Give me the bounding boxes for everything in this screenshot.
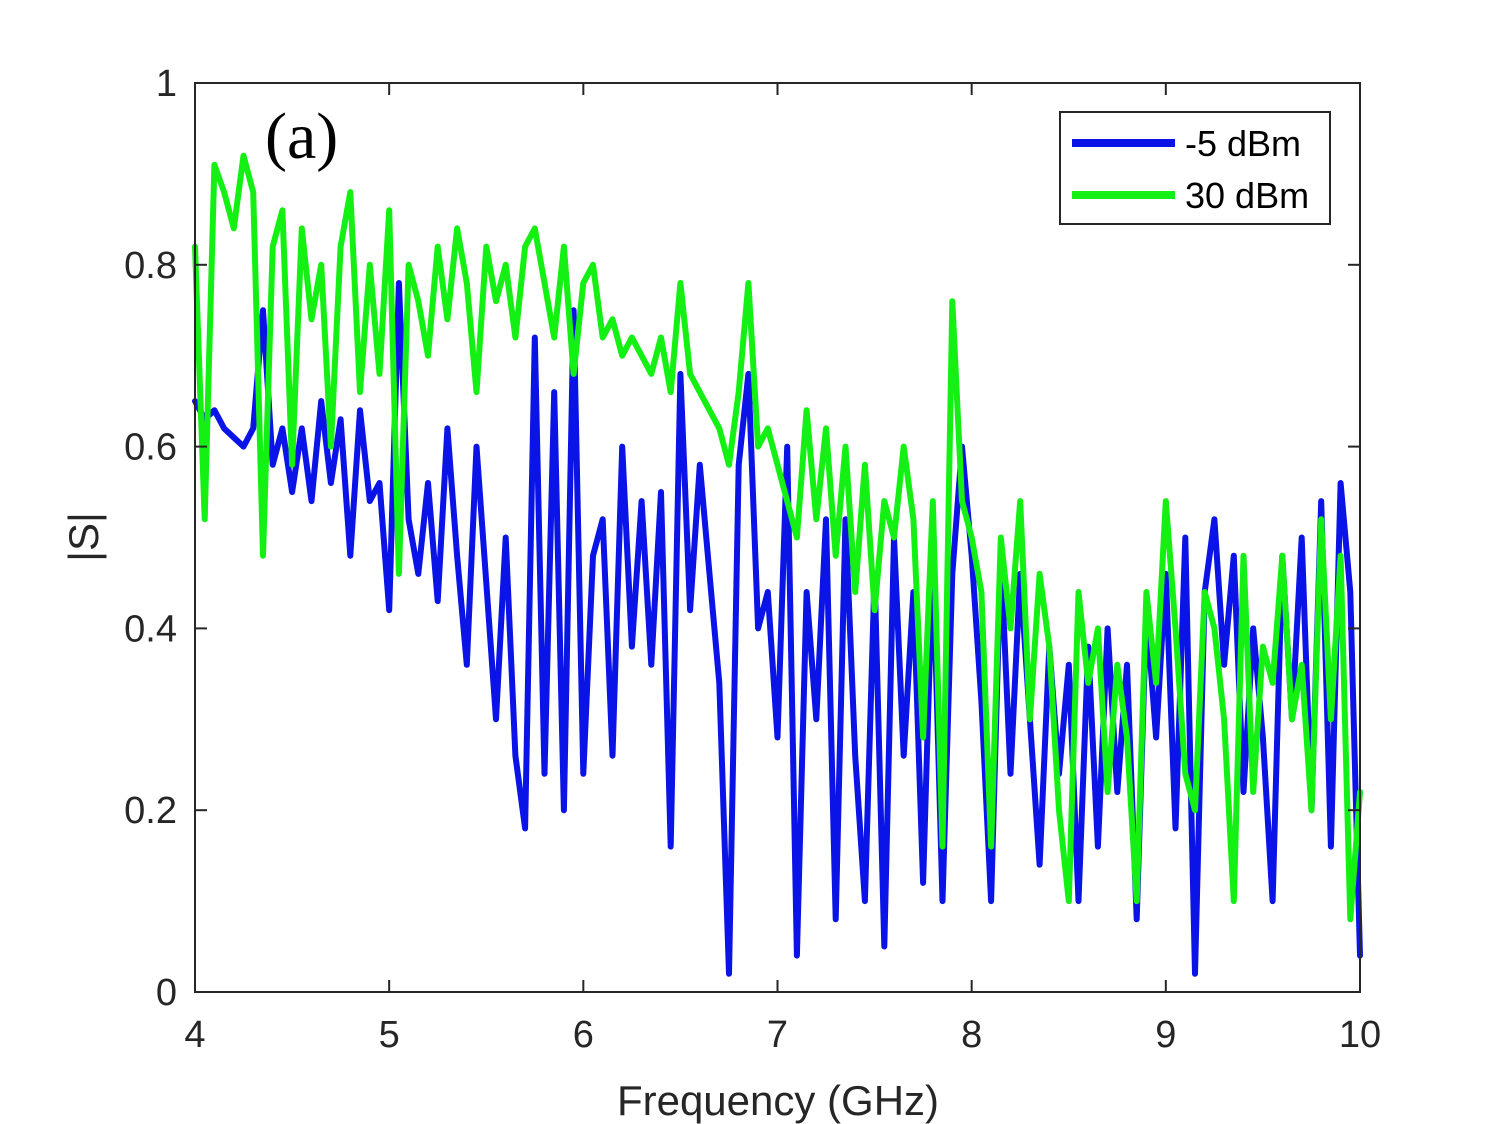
y-axis-title: |S| bbox=[60, 512, 107, 562]
y-tick-label: 0 bbox=[156, 972, 177, 1014]
y-tick-label: 0.6 bbox=[124, 427, 177, 469]
y-tick-label: 1 bbox=[156, 63, 177, 105]
y-tick-label: 0.4 bbox=[124, 608, 177, 650]
x-tick-label: 4 bbox=[184, 1014, 205, 1056]
series-layer bbox=[192, 152, 1363, 977]
x-axis-title: Frequency (GHz) bbox=[617, 1077, 939, 1124]
series-line-1 bbox=[192, 152, 1363, 923]
x-tick-label: 8 bbox=[961, 1014, 982, 1056]
series-line-0 bbox=[192, 280, 1363, 977]
y-tick-label: 0.8 bbox=[124, 245, 177, 287]
x-tick-label: 7 bbox=[767, 1014, 788, 1056]
x-tick-label: 6 bbox=[573, 1014, 594, 1056]
legend-box bbox=[1059, 111, 1331, 225]
ticks-layer bbox=[194, 82, 1361, 993]
legend: -5 dBm 30 dBm bbox=[1059, 111, 1331, 225]
legend-label-series-0: -5 dBm bbox=[1185, 123, 1301, 164]
y-tick-label: 0.2 bbox=[124, 790, 177, 832]
chart-annotation: (a) bbox=[265, 100, 338, 173]
x-tick-label: 9 bbox=[1155, 1014, 1176, 1056]
x-tick-label: 5 bbox=[379, 1014, 400, 1056]
legend-label-series-1: 30 dBm bbox=[1185, 175, 1309, 216]
tick-labels-layer: 4 5 6 7 8 9 10 0 0.2 0.4 0.6 0.8 1 bbox=[124, 63, 1381, 1056]
x-tick-label: 10 bbox=[1339, 1014, 1381, 1056]
